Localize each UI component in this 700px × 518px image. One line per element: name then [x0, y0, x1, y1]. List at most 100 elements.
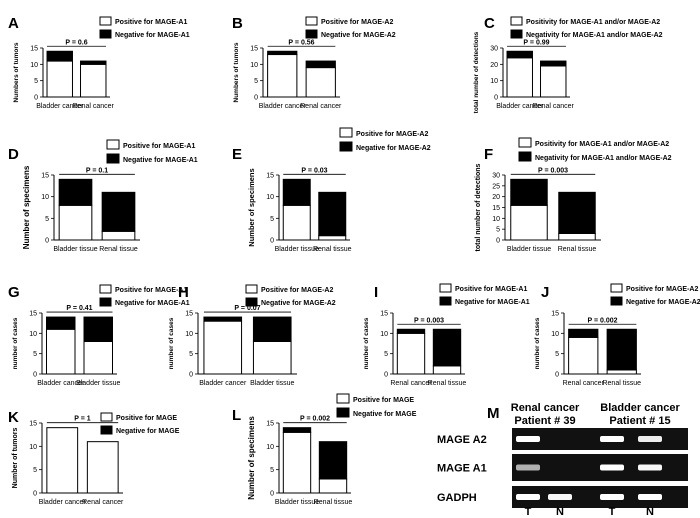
- legend-swatch: [518, 137, 532, 148]
- y-axis-label: number of cases: [12, 317, 19, 369]
- category-label: Bladder tissue: [275, 246, 319, 253]
- bar-negative: [305, 60, 336, 69]
- panel-letter: K: [8, 409, 19, 426]
- bar-negative: [558, 191, 596, 234]
- legend-label: Positive for MAGE-A2: [626, 286, 698, 293]
- bar-positive: [568, 336, 599, 375]
- bar-negative: [506, 50, 533, 59]
- p-value-label: P = 0.07: [234, 305, 260, 312]
- panel-letter: L: [232, 407, 241, 424]
- bar-positive: [282, 204, 311, 241]
- bar-negative: [46, 316, 76, 330]
- y-tick-label: 0: [254, 95, 258, 102]
- gel-band: [600, 494, 624, 500]
- legend-label: Negative for MAGE-A1: [455, 299, 530, 306]
- bar-negative: [318, 441, 348, 480]
- y-tick-label: 30: [492, 173, 500, 180]
- y-axis-label: Number of specimens: [247, 168, 256, 246]
- legend-swatch: [99, 29, 112, 39]
- legend-label: Positive for MAGE-A1: [455, 286, 527, 293]
- bar-positive: [267, 54, 298, 98]
- legend-swatch: [245, 297, 258, 307]
- y-axis-label: total number of detections: [475, 163, 482, 251]
- category-label: Bladder tissue: [76, 380, 120, 387]
- bar-negative: [58, 178, 93, 206]
- category-label: Bladder cancer: [39, 499, 87, 506]
- legend-swatch: [439, 283, 452, 293]
- panel-f: F 0 5 10 15 20 25 30 total number of detections B…: [475, 137, 672, 253]
- bar-positive: [252, 340, 292, 375]
- bar-positive: [510, 204, 548, 241]
- y-axis-label: Number of specimens: [22, 165, 31, 249]
- bar-positive: [318, 478, 348, 494]
- y-tick-label: 0: [45, 238, 49, 245]
- legend-label: Negativity for MAGE-A1 and/or MAGE-A2: [526, 32, 663, 39]
- legend-swatch: [305, 29, 318, 39]
- bar-negative: [101, 191, 136, 232]
- legend-label: Negative for MAGE-A1: [115, 32, 190, 39]
- y-tick-label: 15: [551, 311, 559, 318]
- panel-letter: G: [8, 284, 20, 301]
- category-label: Renal tissue: [313, 246, 352, 253]
- y-axis-label: Number of specimens: [247, 416, 256, 500]
- legend-label: Negative for MAGE-A1: [123, 157, 198, 164]
- legend-swatch: [305, 16, 318, 26]
- legend-swatch: [245, 284, 258, 294]
- legend-swatch: [99, 284, 112, 294]
- y-tick-label: 5: [34, 78, 38, 85]
- gel-band: [600, 436, 624, 442]
- category-label: Renal tissue: [314, 499, 353, 506]
- bar-positive: [80, 63, 107, 98]
- bar-negative: [606, 328, 637, 371]
- y-tick-label: 15: [29, 421, 37, 428]
- gel-group-title: Bladder cancer: [600, 402, 680, 414]
- panel-letter: B: [232, 15, 243, 32]
- y-tick-label: 30: [490, 46, 498, 53]
- y-tick-label: 15: [30, 46, 38, 53]
- y-tick-label: 15: [266, 173, 274, 180]
- p-value-label: P = 0.003: [414, 317, 444, 324]
- bar-positive: [86, 441, 119, 494]
- legend-label: Positive for MAGE-A1: [123, 143, 195, 150]
- bar-positive: [83, 340, 113, 375]
- gel-band: [516, 494, 540, 500]
- y-tick-label: 5: [555, 351, 559, 358]
- legend-swatch: [518, 151, 532, 162]
- panel-letter: I: [374, 284, 378, 301]
- p-value-label: P = 0.6: [65, 39, 87, 46]
- category-label: Renal tissue: [602, 380, 641, 387]
- legend-label: Negative for MAGE-A2: [356, 145, 431, 152]
- gel-lane-label: T: [609, 506, 616, 518]
- y-tick-label: 0: [270, 491, 274, 498]
- bar-negative: [510, 178, 548, 206]
- gel-row-label: MAGE A1: [437, 463, 487, 475]
- y-tick-label: 10: [266, 194, 274, 201]
- y-axis-label: total number of detections: [473, 31, 480, 113]
- legend-label: Negativity for MAGE-A1 and/or MAGE-A2: [535, 155, 672, 162]
- y-tick-label: 10: [551, 331, 559, 338]
- panel-h: H 0 5 10 15 number of cases Bladder cancer Blad…: [168, 284, 336, 387]
- p-value-label: P = 0.99: [523, 39, 549, 46]
- panel-i: I 0 5 10 15 number of cases Renal cancerRenal …: [363, 283, 530, 387]
- y-tick-label: 0: [496, 238, 500, 245]
- bar-positive: [58, 204, 93, 241]
- p-value-label: P = 0.56: [288, 39, 314, 46]
- bar-positive: [305, 67, 336, 98]
- bar-negative: [396, 328, 426, 334]
- p-value-label: P = 0.003: [538, 167, 568, 174]
- gel-group-subtitle: Patient # 15: [609, 415, 670, 427]
- legend-label: Positive for MAGE: [116, 415, 177, 422]
- p-value-label: P = 0.002: [587, 317, 617, 324]
- panel-d: D 0 5 10 15 Number of specimens Bladder tissue…: [8, 139, 198, 253]
- gel-band: [516, 464, 540, 471]
- y-tick-label: 5: [270, 216, 274, 223]
- panel-letter: C: [484, 15, 495, 32]
- p-value-label: P = 0.03: [301, 167, 327, 174]
- panel-c: C 0 10 20 30 total number of detections Bladde…: [473, 15, 663, 113]
- p-value-label: P = 0.41: [66, 305, 92, 312]
- p-value-label: P = 0.002: [300, 416, 330, 423]
- legend-label: Positivity for MAGE-A1 and/or MAGE-A2: [535, 141, 669, 148]
- legend-swatch: [106, 153, 120, 164]
- category-label: Renal tissue: [99, 246, 138, 253]
- y-axis-label: number of cases: [534, 317, 541, 369]
